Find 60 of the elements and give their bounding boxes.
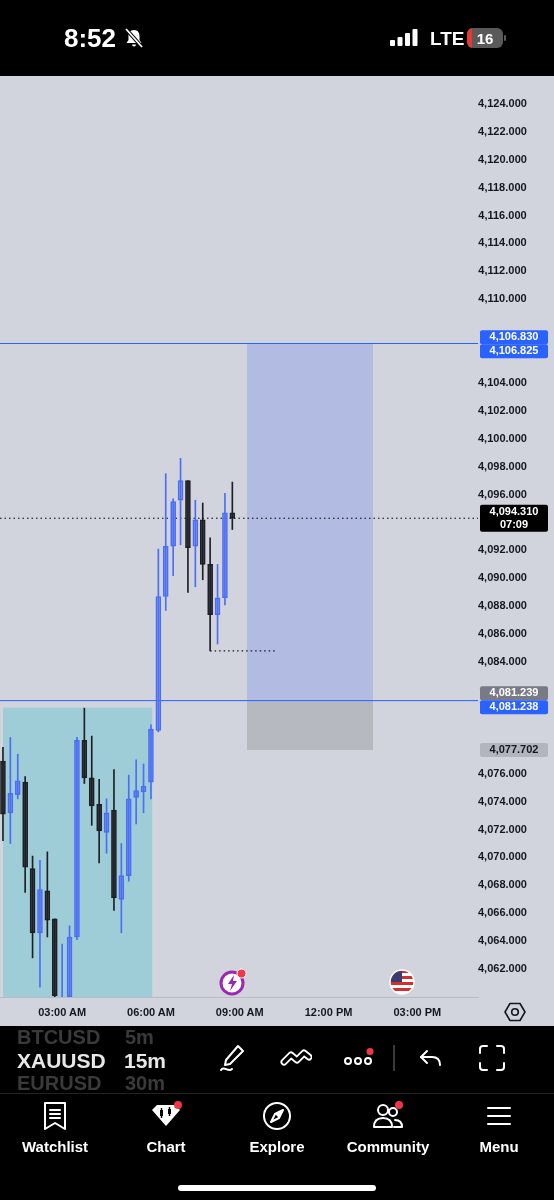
y-tick-label: 4,092.000 [478, 543, 527, 556]
y-tick-label: 4,070.000 [478, 850, 527, 863]
ref-line-label: 4,081.238 [489, 700, 539, 713]
text: 4,077.702 [489, 743, 539, 756]
text: 30m [125, 1072, 166, 1094]
x-tick-label: 06:00 AM [127, 1005, 175, 1018]
candlestick [133, 759, 139, 825]
text: EURUSD [17, 1072, 102, 1094]
candlestick [170, 498, 176, 576]
y-tick-label: 4,122.000 [478, 124, 527, 137]
y-tick-label: 4,114.000 [478, 236, 527, 249]
candlestick [162, 473, 169, 611]
y-tick-label: 4,084.000 [478, 655, 527, 668]
y-tick-label: 4,118.000 [478, 180, 527, 193]
text: 8:52 [64, 23, 117, 53]
x-tick-label: 09:00 AM [215, 1005, 264, 1018]
text: BTCUSD [17, 1026, 101, 1048]
x-tick-label: 03:00 AM [38, 1005, 87, 1018]
candlestick [125, 774, 132, 882]
y-tick-label: 4,076.000 [478, 766, 527, 779]
y-tick-label: 4,064.000 [478, 934, 527, 947]
y-tick-label: 4,068.000 [478, 878, 527, 891]
y-tick-label: 4,066.000 [478, 906, 527, 919]
ref-line-label: 4,094.310 07:09 [489, 504, 539, 530]
y-tick-label: 4,116.000 [478, 208, 527, 221]
y-tick-label: 4,102.000 [478, 403, 527, 416]
candlestick [37, 859, 43, 988]
y-tick-label: 4,100.000 [478, 431, 527, 444]
x-tick-label: 12:00 PM [304, 1005, 353, 1018]
y-tick-label: 4,074.000 [478, 794, 527, 807]
text: Watchlist [21, 1137, 89, 1155]
text: Explore [249, 1137, 305, 1155]
y-tick-label: 4,062.000 [478, 962, 527, 975]
y-tick-label: 4,124.000 [478, 96, 527, 109]
text: Community [346, 1137, 430, 1155]
y-tick-label: 4,112.000 [478, 264, 527, 277]
candlestick [222, 492, 228, 606]
ref-line-label: 4,106.830 [489, 330, 539, 343]
y-tick-label: 4,088.000 [478, 599, 527, 612]
text: 5m [125, 1026, 154, 1048]
x-tick-label: 03:00 PM [393, 1005, 442, 1018]
text: Chart [146, 1137, 186, 1155]
text: 4,081.239 [489, 686, 539, 699]
y-tick-label: 4,110.000 [478, 292, 527, 305]
text: 4,106.825 [489, 344, 539, 357]
text: XAUUSD [17, 1048, 106, 1072]
y-tick-label: 4,090.000 [478, 571, 527, 584]
battery-icon: 16 [467, 28, 506, 48]
y-tick-label: 4,120.000 [478, 152, 527, 165]
candlestick [74, 737, 80, 941]
y-tick-label: 4,098.000 [478, 459, 527, 472]
y-tick-label: 4,086.000 [478, 627, 527, 640]
y-tick-label: 4,072.000 [478, 822, 527, 835]
text: LTE [430, 27, 465, 49]
candlestick [148, 724, 154, 800]
text: Menu [479, 1137, 519, 1155]
y-tick-label: 4,096.000 [478, 487, 527, 500]
candlestick [14, 753, 21, 800]
y-tick-label: 4,104.000 [478, 376, 527, 389]
text: 15m [124, 1048, 167, 1072]
